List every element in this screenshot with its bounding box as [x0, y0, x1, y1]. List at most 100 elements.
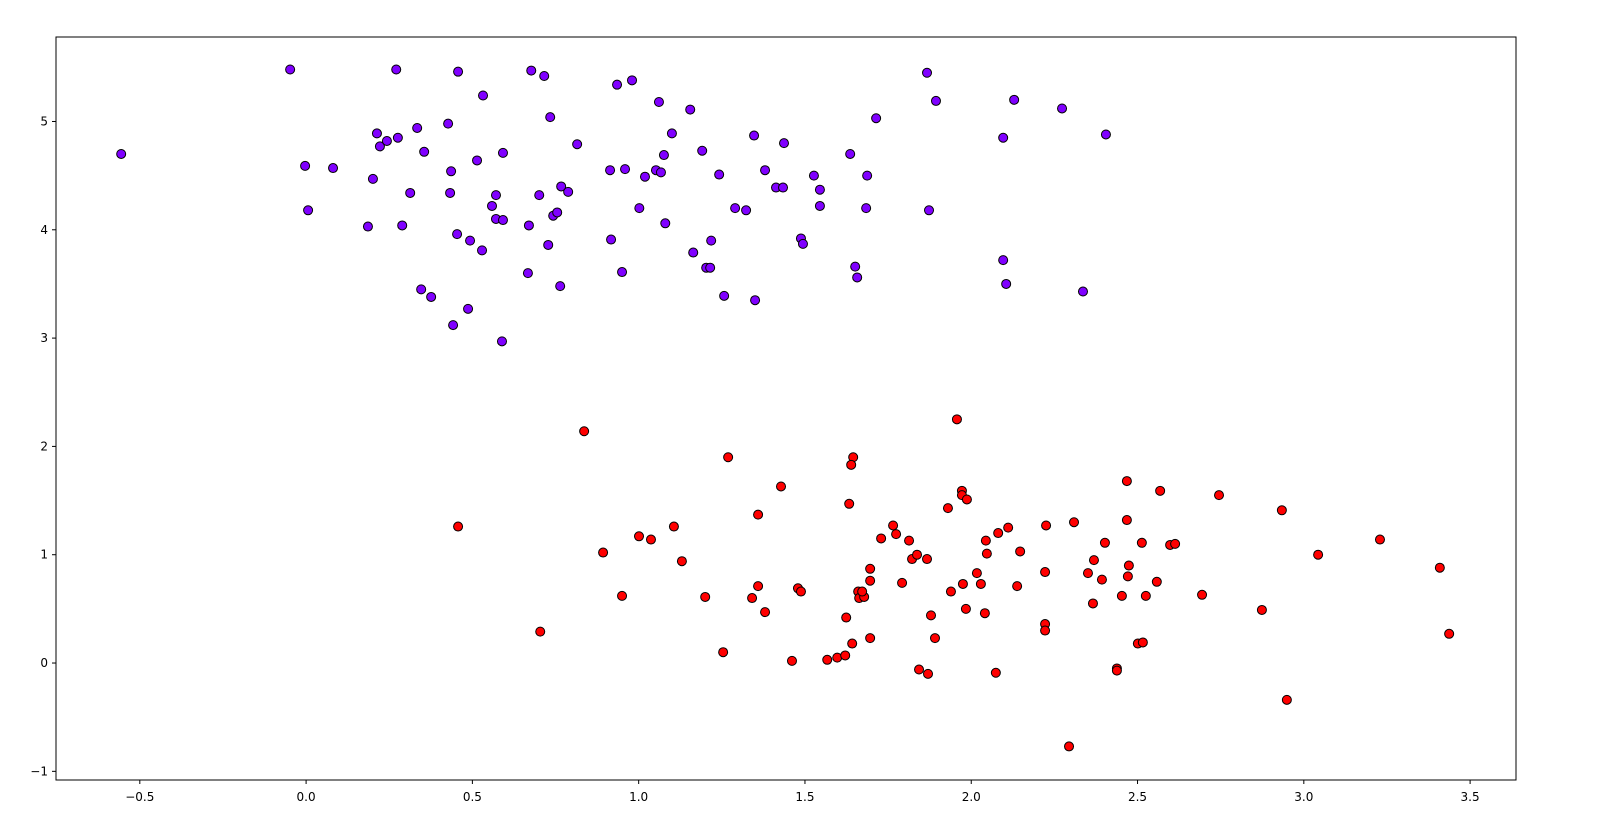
scatter-point: [397, 220, 408, 231]
scatter-point: [814, 184, 825, 195]
scatter-point: [523, 220, 534, 231]
scatter-point: [522, 268, 533, 279]
scatter-point: [1123, 560, 1134, 571]
plot-frame: [55, 36, 1517, 781]
scatter-point: [555, 281, 566, 292]
scatter-point: [1276, 505, 1287, 516]
y-tick-label: 2: [40, 439, 48, 453]
x-tick-label: 1.5: [795, 790, 814, 804]
scatter-point: [497, 147, 508, 158]
scatter-point: [617, 267, 628, 278]
scatter-point: [840, 650, 851, 661]
scatter-point: [303, 205, 314, 216]
scatter-point: [822, 654, 833, 665]
x-tick-label: 3.5: [1461, 790, 1480, 804]
scatter-point: [1121, 515, 1132, 526]
scatter-point: [556, 181, 567, 192]
scatter-point: [445, 187, 456, 198]
scatter-point: [980, 535, 991, 546]
scatter-point: [478, 90, 489, 101]
scatter-point: [543, 239, 554, 250]
scatter-point: [1015, 546, 1026, 557]
y-tick-label: −1: [30, 764, 48, 778]
scatter-point: [1281, 694, 1292, 705]
scatter-point: [747, 593, 758, 604]
scatter-point: [930, 95, 941, 106]
scatter-point: [453, 66, 464, 77]
scatter-point: [852, 272, 863, 283]
scatter-point: [961, 494, 972, 505]
scatter-point: [419, 146, 430, 157]
scatter-point: [487, 200, 498, 211]
scatter-point: [300, 160, 311, 171]
scatter-point: [612, 79, 623, 90]
scatter-point: [1313, 549, 1324, 560]
scatter-point: [922, 67, 933, 78]
scatter-point: [730, 203, 741, 214]
scatter-point: [897, 577, 908, 588]
scatter-point: [655, 167, 666, 178]
scatter-point: [645, 534, 656, 545]
scatter-point: [627, 75, 638, 86]
scatter-point: [861, 203, 872, 214]
scatter-point: [496, 336, 507, 347]
scatter-point: [841, 612, 852, 623]
scatter-point: [660, 218, 671, 229]
scatter-point: [1155, 485, 1166, 496]
scatter-point: [452, 229, 463, 240]
scatter-point: [749, 130, 760, 141]
scatter-point: [998, 255, 1009, 266]
scatter-point: [1140, 590, 1151, 601]
scatter-point: [1069, 517, 1080, 528]
scatter-point: [753, 581, 764, 592]
y-tick-label: 3: [40, 331, 48, 345]
scatter-point: [753, 509, 764, 520]
scatter-point: [741, 205, 752, 216]
scatter-point: [981, 548, 992, 559]
scatter-point: [847, 638, 858, 649]
scatter-point: [845, 148, 856, 159]
scatter-point: [1100, 129, 1111, 140]
scatter-point: [718, 647, 729, 658]
scatter-point: [676, 556, 687, 567]
scatter-point: [688, 247, 699, 258]
x-tick-label: 0.5: [463, 790, 482, 804]
y-tick-label: 4: [40, 223, 48, 237]
scatter-point: [971, 568, 982, 579]
scatter-point: [1444, 628, 1455, 639]
scatter-point: [865, 633, 876, 644]
scatter-point: [381, 135, 392, 146]
scatter-point: [993, 528, 1004, 539]
scatter-point: [448, 320, 459, 331]
scatter-point: [392, 132, 403, 143]
y-tick-label: 1: [40, 548, 48, 562]
scatter-point: [998, 132, 1009, 143]
scatter-point: [1434, 562, 1445, 573]
scatter-point: [446, 166, 457, 177]
scatter-point: [653, 96, 664, 107]
scatter-point: [876, 533, 887, 544]
scatter-point: [463, 303, 474, 314]
scatter-point: [1099, 537, 1110, 548]
scatter-point: [705, 262, 716, 273]
scatter-point: [1096, 574, 1107, 585]
scatter-point: [526, 65, 537, 76]
scatter-point: [534, 190, 545, 201]
scatter-point: [405, 187, 416, 198]
scatter-point: [929, 633, 940, 644]
scatter-point: [1082, 568, 1093, 579]
scatter-point: [371, 128, 382, 139]
scatter-point: [412, 122, 423, 133]
scatter-point: [778, 182, 789, 193]
x-tick-label: 1.0: [629, 790, 648, 804]
scatter-point: [605, 165, 616, 176]
x-tick-label: 2.0: [962, 790, 981, 804]
scatter-point: [579, 426, 590, 437]
scatter-point: [862, 170, 873, 181]
scatter-point: [443, 118, 454, 129]
scatter-point: [891, 529, 902, 540]
scatter-point: [865, 575, 876, 586]
scatter-point: [1121, 476, 1132, 487]
scatter-point: [1214, 490, 1225, 501]
scatter-point: [844, 498, 855, 509]
